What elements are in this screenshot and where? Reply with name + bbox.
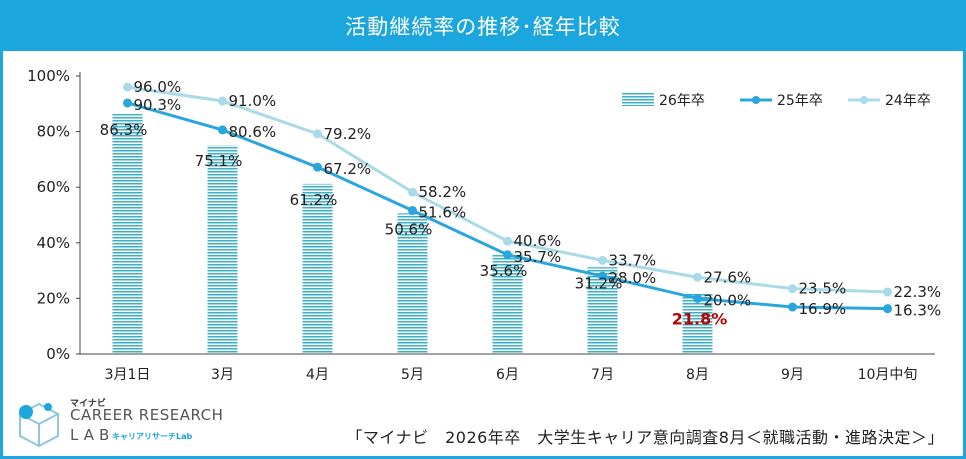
bar-26 (207, 145, 238, 354)
point-25 (788, 302, 797, 312)
data-label-25: 80.6% (229, 123, 277, 141)
x-tick-label: 3月 (211, 367, 234, 383)
legend-marker-24 (860, 96, 868, 104)
point-25 (123, 98, 132, 108)
point-24 (218, 96, 227, 106)
y-tick-label: 100% (27, 67, 70, 85)
point-24 (693, 272, 702, 282)
bar-26 (397, 213, 428, 354)
point-24 (883, 287, 892, 297)
bar-26 (492, 255, 523, 354)
data-label-24: 27.6% (704, 268, 752, 286)
data-label-25: 51.6% (419, 204, 467, 222)
data-label-24: 79.2% (324, 125, 372, 143)
point-24 (408, 187, 417, 197)
data-label-24: 40.6% (514, 232, 562, 250)
data-label-26: 31.2% (575, 274, 623, 292)
bar-26 (587, 267, 618, 354)
x-tick-label: 4月 (306, 367, 329, 383)
source-note: 「マイナビ 2026年卒 大学生キャリア意向調査8月＜就職活動・進路決定＞」 (346, 428, 944, 447)
point-25 (883, 304, 892, 314)
x-tick-label: 7月 (591, 367, 614, 383)
bar-26 (112, 114, 143, 354)
x-tick-label: 3月1日 (105, 367, 151, 383)
bar-26 (682, 293, 713, 354)
data-label-26-highlight: 21.8% (672, 309, 728, 328)
data-label-26: 35.6% (480, 262, 528, 280)
x-tick-label: 6月 (496, 367, 519, 383)
data-label-26: 50.6% (385, 220, 433, 238)
point-24 (313, 129, 322, 139)
point-24 (788, 284, 797, 294)
y-tick-label: 20% (37, 289, 70, 307)
data-label-25: 35.7% (514, 248, 562, 266)
y-tick-label: 40% (37, 234, 70, 252)
data-label-26: 75.1% (195, 152, 243, 170)
x-tick-label: 10月中旬 (858, 367, 918, 383)
data-label-24: 96.0% (134, 78, 182, 96)
legend-marker-25 (752, 96, 760, 104)
logo-lab-text: LAB (70, 426, 115, 444)
data-label-25: 16.9% (799, 300, 847, 318)
point-24 (598, 255, 607, 265)
cube-logo-icon (19, 402, 59, 448)
point-25 (408, 206, 417, 216)
data-label-24: 58.2% (419, 183, 467, 201)
point-25 (313, 162, 322, 172)
data-label-25: 67.2% (324, 160, 372, 178)
y-tick-label: 60% (37, 178, 70, 196)
bar-26 (302, 183, 333, 354)
point-25 (503, 250, 512, 260)
point-25 (218, 125, 227, 135)
x-tick-label: 5月 (401, 367, 424, 383)
logo-small-text: マイナビ (70, 399, 106, 409)
legend-label-24: 24年卒 (885, 93, 931, 109)
data-label-26: 86.3% (100, 121, 148, 139)
y-tick-label: 0% (46, 345, 70, 363)
career-research-lab-logo: マイナビ CAREER RESEARCH LAB キャリアリサーチLab (14, 394, 244, 454)
y-tick-label: 80% (37, 123, 70, 141)
legend-swatch-26 (622, 92, 654, 106)
point-24 (123, 82, 132, 92)
data-label-25: 28.0% (609, 269, 657, 287)
data-label-24: 22.3% (894, 283, 942, 301)
data-label-24: 23.5% (799, 280, 847, 298)
x-tick-label: 9月 (781, 367, 804, 383)
chart-title: 活動継続率の推移･経年比較 (3, 3, 963, 51)
point-24 (503, 236, 512, 246)
data-label-24: 33.7% (609, 251, 657, 269)
legend-label-25: 25年卒 (777, 93, 823, 109)
legend-label-26: 26年卒 (659, 93, 705, 109)
x-tick-label: 8月 (686, 367, 709, 383)
data-label-24: 91.0% (229, 92, 277, 110)
point-25 (693, 293, 702, 303)
data-label-25: 16.3% (894, 302, 942, 320)
point-25 (598, 271, 607, 281)
data-label-26: 61.2% (290, 191, 338, 209)
data-label-25: 20.0% (704, 291, 752, 309)
data-label-25: 90.3% (134, 96, 182, 114)
logo-sub-text: キャリアリサーチLab (112, 432, 193, 441)
logo-main-text: CAREER RESEARCH (70, 406, 224, 424)
